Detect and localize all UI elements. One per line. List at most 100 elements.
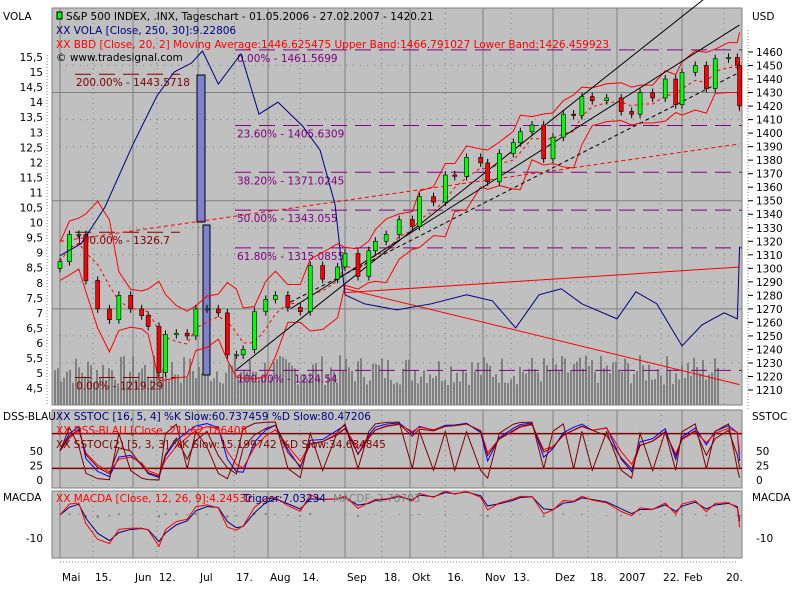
volume-bar	[669, 369, 671, 405]
candle-body	[618, 97, 624, 112]
volume-bar	[159, 378, 161, 405]
right-axis-title: USD	[752, 11, 774, 23]
volume-bar	[411, 380, 413, 405]
volume-bar	[651, 379, 653, 405]
volume-bar	[324, 384, 326, 405]
volume-bar	[165, 375, 167, 405]
candle-body	[57, 261, 63, 269]
x-tick-label: 16.	[447, 572, 464, 584]
volume-bar	[339, 355, 341, 405]
volume-bar	[375, 364, 377, 405]
vola-tick-label: 5,5	[26, 353, 43, 365]
volume-bar	[63, 377, 65, 405]
candle-body	[417, 196, 422, 227]
volume-bar	[627, 363, 629, 405]
volume-bar	[564, 358, 566, 405]
y-tick-label: 1350	[756, 196, 783, 208]
fib-level-label: 100.00% - 1224.54	[237, 373, 338, 385]
macd-trigger-line	[59, 491, 741, 543]
volume-bar	[393, 383, 395, 405]
trendline	[59, 143, 740, 242]
volume-bar	[261, 377, 263, 405]
volume-bar	[348, 367, 350, 405]
candle-body	[443, 174, 448, 203]
volume-bar	[225, 372, 227, 405]
volume-bar	[141, 368, 143, 405]
volume-bar	[708, 374, 710, 405]
volume-bar	[438, 361, 440, 405]
volume-bar	[603, 368, 605, 405]
volume-bar	[285, 359, 287, 405]
candle-body	[662, 78, 668, 99]
sstoc2-d-line	[59, 423, 741, 478]
volume-bar	[624, 358, 626, 405]
volume-bar	[255, 371, 257, 405]
volume-bar	[558, 371, 560, 405]
volume-bar	[480, 374, 482, 405]
volume-bar	[168, 380, 170, 405]
candle-body	[571, 113, 576, 116]
vola-tick-label: 8	[36, 278, 43, 290]
volume-bar	[540, 381, 542, 405]
volume-bar	[306, 378, 308, 405]
volume-bar	[429, 374, 431, 405]
y-tick-label: 1360	[756, 182, 783, 194]
candle-body	[604, 97, 609, 101]
vola-tick-label: 9,5	[26, 233, 43, 245]
volume-bar	[204, 362, 206, 405]
volume-bar	[231, 365, 233, 405]
vola-tick-label: 14	[30, 97, 44, 109]
volume-bar	[615, 361, 617, 405]
volume-bar	[108, 368, 110, 405]
x-tick-label: 12.	[159, 572, 176, 584]
volume-bar	[477, 362, 479, 405]
candle-body	[335, 266, 340, 280]
volume-bar	[81, 372, 83, 405]
volume-bar	[267, 381, 269, 405]
y-tick-label: 1330	[756, 223, 783, 235]
candle-body	[145, 315, 151, 327]
volume-bar	[426, 383, 428, 405]
vola-tick-label: 14,5	[20, 82, 43, 94]
x-tick-label: Dez	[555, 572, 576, 584]
candle-body	[95, 280, 100, 310]
y-tick-label: 1230	[756, 358, 783, 370]
volume-bar	[273, 362, 275, 405]
volume-bar	[546, 365, 548, 405]
fib-level-label: 23.60% - 1405.6309	[237, 129, 344, 141]
volume-bar	[492, 376, 494, 405]
volume-bar	[453, 382, 455, 405]
candle-body	[497, 153, 502, 183]
y-tick-label: 1250	[756, 331, 783, 343]
volume-bar	[87, 361, 89, 405]
main-panel	[51, 7, 743, 406]
candle-body	[712, 58, 718, 89]
volume-bar	[357, 361, 359, 405]
dss-tick-label: 50	[756, 446, 769, 458]
candle-body	[396, 219, 402, 235]
y-tick-label: 1340	[756, 209, 783, 221]
volume-bar	[177, 374, 179, 405]
y-tick-label: 1430	[756, 88, 783, 100]
x-tick-label: Jul	[199, 572, 213, 584]
x-tick-label: 22.	[663, 572, 680, 584]
candle-body	[307, 265, 313, 312]
volume-bar	[195, 377, 197, 405]
legend-bbd: XX BBD [Close, 20, 2] Moving Average:144…	[56, 39, 609, 51]
volume-bar	[465, 372, 467, 405]
vola-tick-label: 15	[30, 67, 43, 79]
vola-tick-label: 13,5	[20, 112, 43, 124]
candle-body	[561, 113, 566, 138]
volume-bar	[555, 364, 557, 405]
dss-tick-label: 25	[756, 461, 769, 473]
volume-bar	[360, 358, 362, 405]
bollinger-lower-band	[59, 92, 741, 381]
candle-body	[107, 308, 112, 320]
volume-bar	[543, 358, 545, 405]
volume-bar	[531, 357, 533, 405]
volume-bar	[462, 370, 464, 405]
x-tick-label: 15.	[95, 572, 112, 584]
candle-body	[297, 307, 303, 312]
candle-body	[193, 308, 199, 337]
volume-bar	[132, 356, 134, 405]
